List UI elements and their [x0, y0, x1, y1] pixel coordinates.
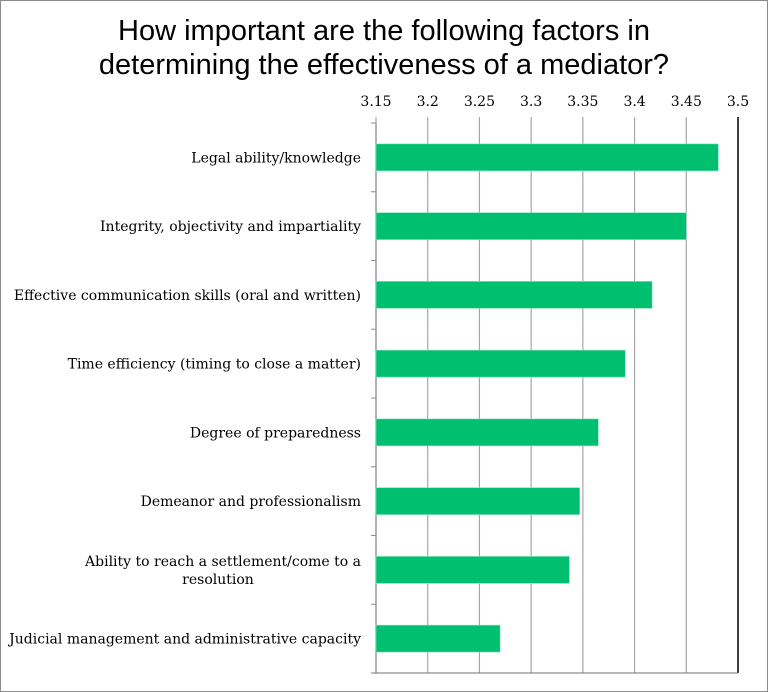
bar: [375, 143, 719, 172]
chart-title: How important are the following factors …: [0, 14, 768, 82]
category-label: Integrity, objectivity and impartiality: [100, 219, 361, 235]
x-tick-label: 3.15: [360, 94, 391, 110]
category-label: Legal ability/knowledge: [191, 150, 361, 166]
category-label: Degree of preparedness: [190, 425, 361, 441]
category-label: Effective communication skills (oral and…: [14, 288, 361, 304]
bar: [375, 349, 626, 378]
x-tick-label: 3.5: [727, 94, 749, 110]
bar: [375, 418, 599, 447]
chart-title-line-2: determining the effectiveness of a media…: [98, 49, 670, 81]
bar: [375, 556, 570, 584]
chart-title-line-1: How important are the following factors …: [118, 15, 650, 47]
x-tick-label: 3.4: [623, 94, 645, 110]
category-label: Time efficiency (timing to close a matte…: [68, 357, 361, 373]
x-tick-label: 3.25: [464, 94, 495, 110]
bar: [375, 212, 687, 240]
category-label: Ability to reach a settlement/come to a: [84, 554, 361, 570]
category-label: Demeanor and professionalism: [141, 494, 361, 510]
x-tick-label: 3.45: [671, 94, 702, 110]
category-label: resolution: [182, 572, 254, 588]
x-tick-label: 3.3: [520, 94, 542, 110]
bar: [375, 624, 501, 653]
bar: [375, 487, 581, 515]
x-tick-label: 3.2: [417, 94, 439, 110]
bar: [375, 281, 653, 309]
category-label: Judicial management and administrative c…: [7, 632, 361, 648]
x-tick-label: 3.35: [567, 94, 598, 110]
